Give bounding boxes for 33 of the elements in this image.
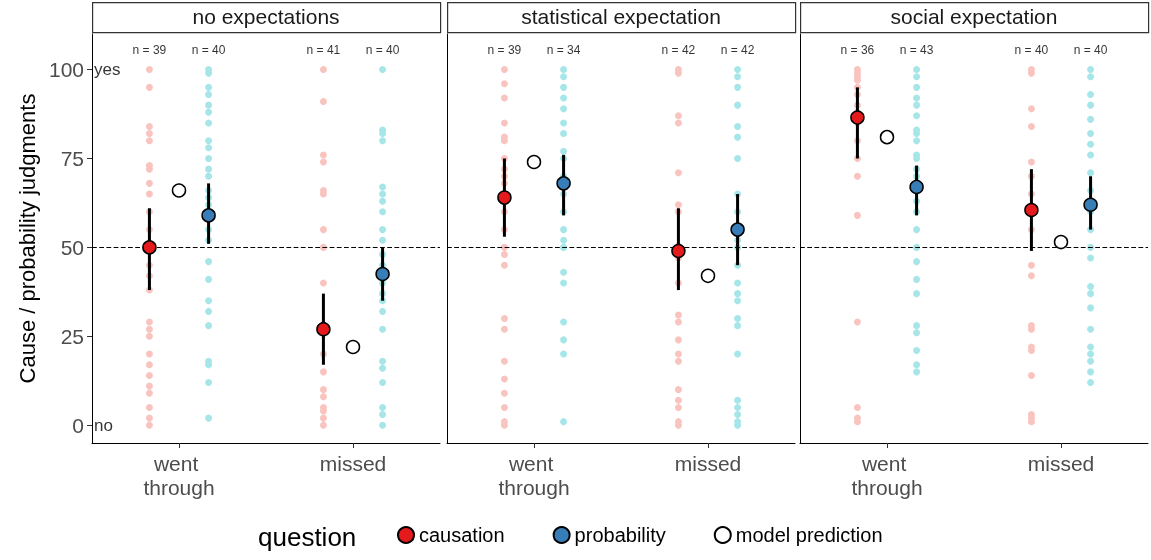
chart-title: social expectation bbox=[890, 5, 1058, 28]
annotation: n = 40 bbox=[191, 43, 226, 57]
chart-title: no expectations bbox=[192, 5, 340, 28]
y-tick-label: 0 bbox=[72, 413, 84, 437]
chart-title: statistical expectation bbox=[521, 5, 721, 28]
annotation: n = 40 bbox=[365, 43, 400, 57]
annotation: yes bbox=[94, 60, 121, 80]
legend-title: question bbox=[258, 522, 357, 552]
annotation: n = 42 bbox=[661, 43, 696, 57]
annotation: n = 41 bbox=[306, 43, 341, 57]
legend-label: model prediction bbox=[735, 524, 883, 546]
x-tick-label: missed bbox=[674, 451, 742, 475]
y-tick-label: 100 bbox=[48, 58, 84, 82]
annotation: no bbox=[94, 415, 113, 435]
y-tick-label: 25 bbox=[60, 324, 84, 348]
x-tick-label: went through bbox=[851, 451, 923, 499]
annotation: n = 40 bbox=[1014, 43, 1049, 57]
x-tick-label: went through bbox=[143, 451, 215, 499]
x-tick-label: went through bbox=[498, 451, 570, 499]
legend-label: probability bbox=[574, 524, 666, 546]
legend-label: causation bbox=[419, 524, 505, 546]
annotation: n = 43 bbox=[899, 43, 934, 57]
x-tick-label: missed bbox=[319, 451, 387, 475]
annotation: n = 42 bbox=[720, 43, 755, 57]
annotation: n = 36 bbox=[840, 43, 875, 57]
annotation: n = 39 bbox=[132, 43, 167, 57]
y-tick-label: 50 bbox=[60, 235, 84, 259]
annotation: n = 39 bbox=[487, 43, 522, 57]
y-axis-title: Cause / probability judgments bbox=[14, 93, 40, 384]
annotation: n = 34 bbox=[546, 43, 581, 57]
x-tick-label: missed bbox=[1027, 451, 1095, 475]
y-tick-label: 75 bbox=[60, 146, 84, 170]
annotation: n = 40 bbox=[1073, 43, 1108, 57]
